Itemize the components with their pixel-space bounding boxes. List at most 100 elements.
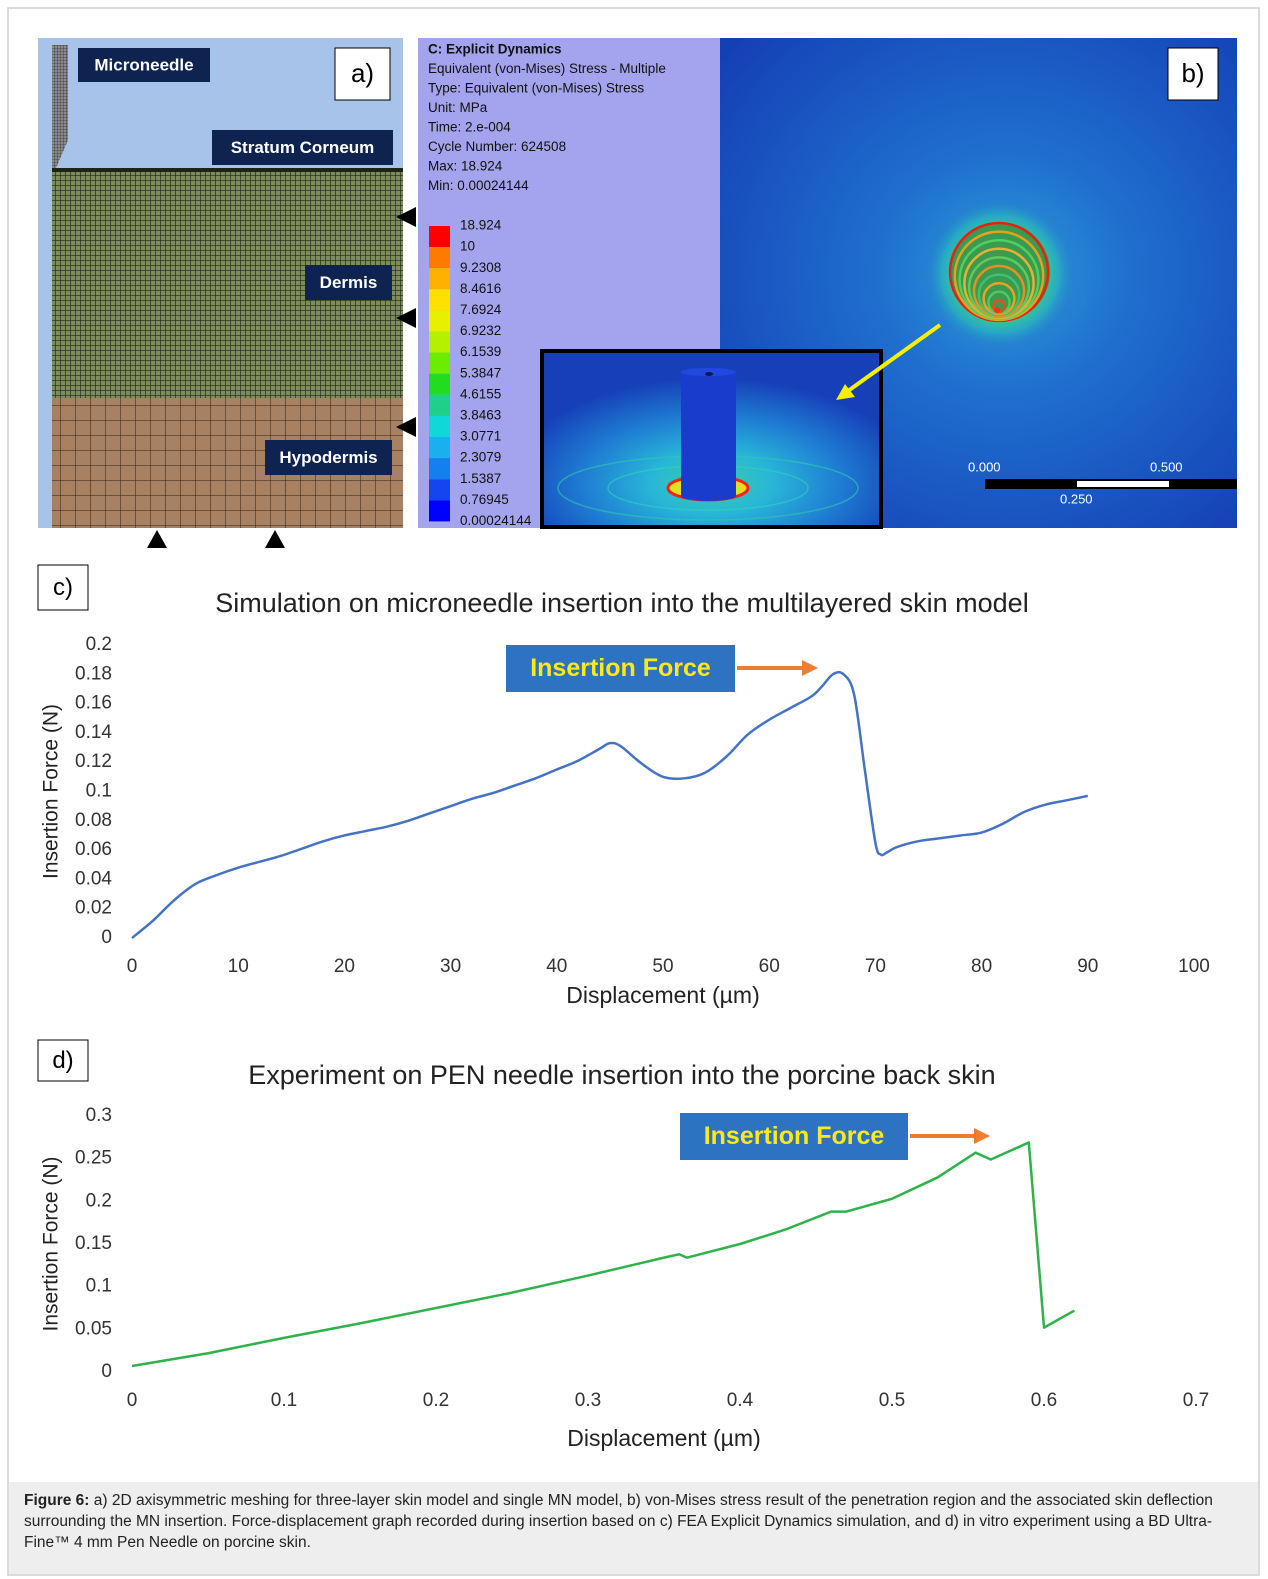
- x-tick-label: 0.6: [1031, 1390, 1057, 1411]
- stratum-corneum: [52, 168, 403, 172]
- y-tick-label: 0: [101, 1361, 112, 1382]
- legend-label: 4.6155: [460, 386, 501, 401]
- result-info: Unit: MPa: [428, 100, 488, 115]
- caption-text: a) 2D axisymmetric meshing for three-lay…: [24, 1492, 1213, 1551]
- x-tick-label: 0.2: [423, 1390, 449, 1411]
- y-tick-label: 0.06: [75, 839, 112, 860]
- x-tick-label: 40: [546, 956, 567, 977]
- x-tick-label: 80: [971, 956, 992, 977]
- inset-needle-tip: [705, 372, 713, 376]
- inset-needle-base: [681, 491, 736, 501]
- legend-label: 8.4616: [460, 281, 501, 296]
- y-tick-label: 0.12: [75, 751, 112, 772]
- annotation-arrow-head: [974, 1128, 990, 1144]
- y-tick-label: 0.3: [86, 1105, 112, 1126]
- scale-label: 0.250: [1060, 491, 1093, 506]
- legend-label: 6.1539: [460, 344, 501, 359]
- legend-label: 1.5387: [460, 471, 501, 486]
- legend-swatch: [429, 437, 450, 458]
- legend-label: 0.00024144: [460, 513, 532, 528]
- legend-swatch: [429, 458, 450, 479]
- legend-label: 9.2308: [460, 260, 501, 275]
- y-axis-title: Insertion Force (N): [40, 704, 63, 879]
- legend-label: 7.6924: [460, 302, 502, 317]
- x-tick-label: 0: [127, 1390, 138, 1411]
- y-axis-title: Insertion Force (N): [40, 1156, 63, 1331]
- y-tick-label: 0.25: [75, 1148, 112, 1169]
- layer-label: Microneedle: [94, 55, 193, 74]
- y-tick-label: 0.1: [86, 1276, 112, 1297]
- annotation-arrow-head: [802, 660, 818, 676]
- y-tick-label: 0.16: [75, 693, 112, 714]
- scale-label: 0.000: [968, 459, 1001, 474]
- panel-label: b): [1181, 58, 1204, 88]
- x-tick-label: 100: [1178, 956, 1210, 977]
- y-tick-label: 0: [101, 927, 112, 948]
- legend-swatch: [429, 226, 450, 247]
- scale-label: 0.500: [1150, 459, 1183, 474]
- layer-label: Hypodermis: [279, 448, 377, 467]
- x-tick-label: 0.5: [879, 1390, 905, 1411]
- x-tick-label: 90: [1077, 956, 1098, 977]
- y-tick-label: 0.14: [75, 722, 112, 743]
- legend-swatch: [429, 289, 450, 310]
- legend-swatch: [429, 268, 450, 289]
- axis-strip: [38, 170, 52, 528]
- legend-swatch: [429, 374, 450, 395]
- x-axis-title: Displacement (µm): [566, 982, 759, 1008]
- x-tick-label: 0.1: [271, 1390, 297, 1411]
- legend-swatch: [429, 500, 450, 521]
- legend-label: 10: [460, 239, 475, 254]
- result-info: C: Explicit Dynamics: [428, 42, 562, 57]
- x-axis-title: Displacement (µm): [567, 1425, 760, 1451]
- layer-label: Dermis: [320, 273, 378, 292]
- legend-label: 2.3079: [460, 450, 501, 465]
- legend-swatch: [429, 479, 450, 500]
- legend-label: 5.3847: [460, 365, 501, 380]
- y-tick-label: 0.15: [75, 1233, 112, 1254]
- chart-title: Simulation on microneedle insertion into…: [215, 588, 1028, 618]
- result-info: Time: 2.e-004: [428, 120, 511, 135]
- boundary-marker: [147, 530, 167, 548]
- panel-label: d): [52, 1047, 73, 1074]
- legend-swatch: [429, 310, 450, 331]
- chart-title: Experiment on PEN needle insertion into …: [248, 1060, 995, 1090]
- y-tick-label: 0.08: [75, 810, 112, 831]
- legend-label: 3.8463: [460, 407, 501, 422]
- data-line: [132, 1142, 1074, 1366]
- x-tick-label: 20: [334, 956, 355, 977]
- legend-swatch: [429, 353, 450, 374]
- result-info: Type: Equivalent (von-Mises) Stress: [428, 81, 644, 96]
- result-info: Equivalent (von-Mises) Stress - Multiple: [428, 61, 666, 76]
- needle-tip: [994, 307, 1000, 313]
- legend-swatch: [429, 247, 450, 268]
- boundary-marker: [265, 530, 285, 548]
- layer-label: Stratum Corneum: [231, 138, 375, 157]
- legend-label: 6.9232: [460, 323, 501, 338]
- result-info: Max: 18.924: [428, 159, 503, 174]
- legend-swatch: [429, 395, 450, 416]
- x-tick-label: 0.4: [727, 1390, 754, 1411]
- y-tick-label: 0.2: [86, 634, 112, 655]
- annotation-text: Insertion Force: [704, 1122, 885, 1150]
- data-line: [132, 672, 1088, 938]
- legend-swatch: [429, 416, 450, 437]
- caption: Figure 6: a) 2D axisymmetric meshing for…: [24, 1490, 1239, 1553]
- legend-swatch: [429, 332, 450, 353]
- legend-label: 18.924: [460, 218, 502, 233]
- y-tick-label: 0.04: [75, 868, 112, 889]
- result-info: Cycle Number: 624508: [428, 139, 566, 154]
- figure-canvas: Microneedle Stratum Corneum Dermis Hypoderm…: [0, 0, 1268, 1579]
- figure: Microneedle Stratum Corneum Dermis Hypoderm…: [0, 0, 1268, 1579]
- y-tick-label: 0.05: [75, 1318, 112, 1339]
- x-tick-label: 30: [440, 956, 461, 977]
- legend-label: 0.76945: [460, 492, 509, 507]
- x-tick-label: 0.3: [575, 1390, 601, 1411]
- x-tick-label: 10: [228, 956, 249, 977]
- legend-label: 3.0771: [460, 429, 501, 444]
- x-tick-label: 0.7: [1183, 1390, 1209, 1411]
- scale-bar-segment: [1077, 481, 1169, 487]
- x-tick-label: 0: [127, 956, 138, 977]
- y-tick-label: 0.2: [86, 1190, 112, 1211]
- panel-label: a): [351, 58, 374, 88]
